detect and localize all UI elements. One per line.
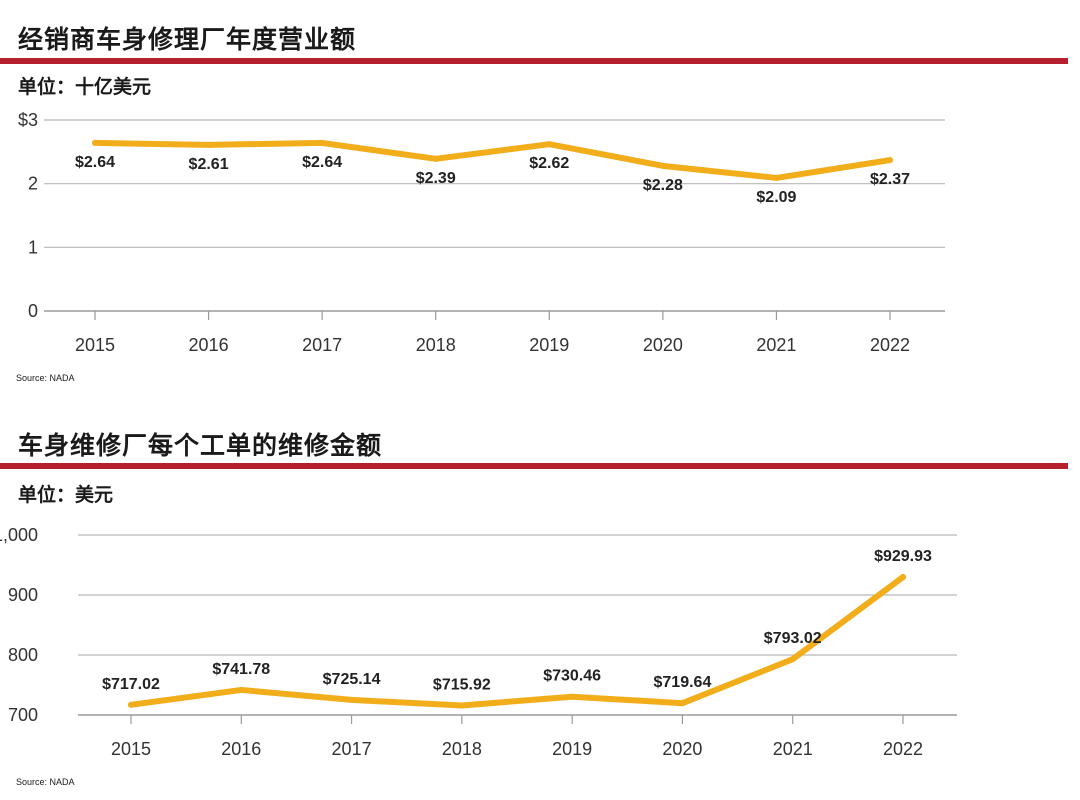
data-point [900, 574, 906, 581]
x-tick-label: 2015 [75, 335, 115, 355]
x-tick-label: 2021 [756, 335, 796, 355]
data-label: $2.64 [75, 154, 115, 171]
data-point [659, 162, 666, 169]
data-point [238, 686, 245, 693]
x-tick-label: 2019 [529, 335, 569, 355]
data-point [432, 155, 439, 162]
x-tick-label: 2018 [416, 335, 456, 355]
data-point [773, 174, 780, 181]
data-label: $929.93 [874, 548, 932, 565]
data-label: $730.46 [543, 668, 601, 685]
source-note: Source: NADA [16, 373, 75, 383]
chart-title: 车身维修厂每个工单的维修金额 [18, 431, 383, 460]
data-point [789, 656, 796, 663]
unit-label: 单位：十亿美元 [18, 76, 152, 98]
y-tick-label: 900 [8, 585, 38, 605]
data-label: $717.02 [102, 676, 160, 693]
data-label: $725.14 [323, 671, 381, 688]
data-label: $2.09 [756, 189, 796, 206]
x-tick-label: 2019 [552, 739, 592, 759]
y-tick-label: $3 [18, 110, 38, 130]
data-label: $2.61 [189, 156, 229, 173]
x-tick-label: 2021 [773, 739, 813, 759]
data-point [546, 141, 553, 148]
chart-panel-annual-revenue: 经销商车身修理厂年度营业额 单位：十亿美元 0 1 2 $3 2015 2016 2017 2… [0, 25, 1068, 383]
data-point [569, 693, 576, 700]
y-tick-label: 2 [28, 174, 38, 194]
y-tick-label: 800 [8, 645, 38, 665]
data-label: $2.39 [416, 170, 456, 187]
chart-panel-repair-order-amount: 车身维修厂每个工单的维修金额 单位：美元 700 800 900 $1,000 2015… [0, 410, 1080, 800]
data-point [205, 141, 212, 148]
line-chart: 700 800 900 $1,000 2015 2016 2017 2018 2019 2020 2… [0, 525, 957, 759]
x-tick-label: 2017 [302, 335, 342, 355]
data-label: $2.62 [529, 155, 569, 172]
data-label: $793.02 [764, 630, 822, 647]
data-label: $741.78 [212, 661, 270, 678]
y-tick-label: 0 [28, 301, 38, 321]
data-point [92, 139, 98, 146]
x-tick-label: 2016 [189, 335, 229, 355]
x-tick-label: 2022 [883, 739, 923, 759]
data-point [128, 701, 134, 708]
x-tick-label: 2015 [111, 739, 151, 759]
unit-label: 单位：美元 [18, 484, 114, 506]
x-tick-label: 2016 [221, 739, 261, 759]
y-tick-label: 1 [28, 237, 38, 257]
series-line [92, 139, 893, 181]
line-chart: 0 1 2 $3 2015 2016 2017 2018 2019 2020 2021 2022 $2.… [18, 110, 945, 355]
y-tick-label: $1,000 [0, 525, 38, 545]
x-tick-label: 2022 [870, 335, 910, 355]
source-note: Source: NADA [16, 777, 75, 787]
data-point [887, 157, 893, 164]
data-label: $715.92 [433, 676, 491, 693]
x-tick-label: 2017 [332, 739, 372, 759]
data-label: $2.64 [302, 154, 342, 171]
y-tick-label: 700 [8, 705, 38, 725]
data-point [458, 702, 465, 709]
data-point [679, 700, 686, 707]
data-label: $2.37 [870, 171, 910, 188]
x-tick-label: 2020 [662, 739, 702, 759]
data-label: $719.64 [654, 674, 712, 691]
series-line [128, 574, 906, 709]
title-rule [0, 58, 1068, 64]
data-point [348, 696, 355, 703]
x-tick-label: 2018 [442, 739, 482, 759]
chart-title: 经销商车身修理厂年度营业额 [18, 25, 357, 54]
data-label: $2.28 [643, 177, 683, 194]
title-rule [0, 463, 1068, 469]
x-tick-label: 2020 [643, 335, 683, 355]
data-point [319, 139, 326, 146]
